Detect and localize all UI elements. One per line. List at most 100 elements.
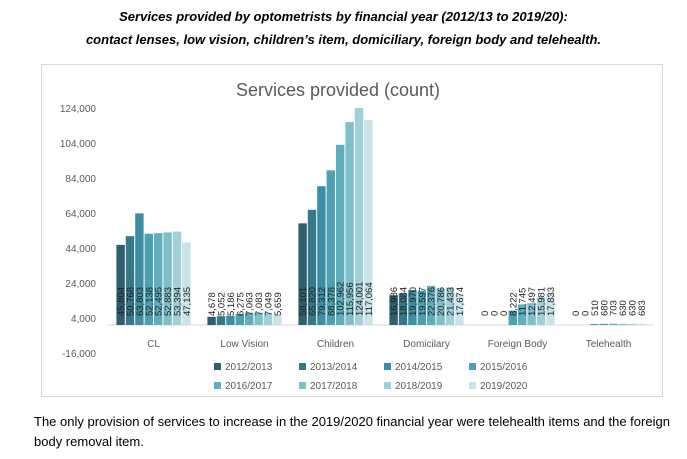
- data-label: 5,186: [226, 292, 237, 316]
- chart-title: Services provided (count): [236, 80, 440, 100]
- bar: [135, 213, 144, 325]
- data-label: 4,678: [207, 292, 218, 316]
- bar: [427, 285, 436, 325]
- data-label: 7,049: [264, 292, 275, 316]
- data-label: 5,659: [273, 292, 284, 316]
- bar: [326, 170, 335, 325]
- data-label: 0: [571, 311, 582, 316]
- bar: [182, 242, 191, 325]
- bar: [216, 316, 226, 325]
- bar: [508, 310, 517, 325]
- category-label: Telehealth: [586, 339, 632, 350]
- data-label: 5,052: [217, 292, 228, 316]
- bar: [455, 294, 464, 325]
- bar: [637, 323, 646, 325]
- bar: [364, 120, 373, 325]
- bar: [245, 312, 254, 325]
- legend-label: 2019/2020: [480, 381, 528, 392]
- data-label: 22,376: [427, 287, 438, 316]
- data-label: 8,222: [508, 292, 519, 316]
- bar: [144, 233, 153, 325]
- bar: [546, 293, 555, 325]
- bar: [345, 122, 354, 325]
- bar: [263, 312, 273, 325]
- data-label: 18,084: [399, 287, 410, 316]
- bar: [254, 312, 263, 325]
- data-label: 21,433: [446, 287, 457, 316]
- data-label: 17,833: [546, 287, 557, 316]
- figure-heading-line-1: Services provided by optometrists by fin…: [119, 9, 568, 24]
- data-label: 115,956: [345, 282, 356, 316]
- data-label: 52,883: [163, 287, 174, 316]
- data-label: 53,394: [173, 287, 184, 316]
- data-label: 102,962: [336, 282, 347, 316]
- bar: [436, 288, 445, 325]
- bar: [417, 290, 426, 325]
- bar: [163, 232, 172, 325]
- bar: [235, 314, 244, 325]
- bar: [207, 316, 216, 325]
- bar: [609, 323, 618, 325]
- y-tick-label: 64,000: [65, 209, 96, 220]
- bar: [336, 144, 345, 325]
- legend-label: 2012/2013: [225, 362, 273, 373]
- y-tick-label: -16,000: [62, 349, 96, 360]
- data-label: 0: [581, 311, 592, 316]
- data-label: 630: [628, 300, 639, 316]
- data-label: 630: [618, 300, 629, 316]
- data-label: 52,495: [154, 287, 165, 316]
- bar: [398, 293, 408, 325]
- data-label: 680: [599, 300, 610, 316]
- category-label: Foreign Body: [488, 339, 547, 350]
- data-label: 58,101: [298, 287, 309, 316]
- y-tick-label: 104,000: [60, 139, 97, 150]
- y-tick-label: 4,000: [71, 314, 96, 325]
- data-label: 19,597: [417, 287, 428, 316]
- legend-label: 2015/2016: [480, 362, 528, 373]
- bar: [154, 233, 163, 325]
- bar: [618, 323, 627, 325]
- data-label: 703: [609, 300, 620, 316]
- data-label: 0: [499, 311, 510, 316]
- bar: [125, 236, 135, 325]
- bar: [307, 209, 317, 325]
- category-label: Children: [317, 339, 354, 350]
- bar: [273, 315, 282, 325]
- data-label: 63,803: [135, 287, 146, 316]
- data-label: 0: [480, 311, 491, 316]
- legend-label: 2013/2014: [310, 362, 358, 373]
- data-label: 12,497: [527, 287, 538, 316]
- bar: [627, 323, 637, 325]
- data-label: 510: [590, 300, 601, 316]
- bar: [408, 290, 417, 325]
- legend-swatch: [299, 382, 306, 389]
- legend-label: 2017/2018: [310, 381, 358, 392]
- data-label: 65,820: [308, 287, 319, 316]
- data-label: 0: [490, 311, 501, 316]
- bar: [445, 287, 455, 325]
- data-label: 11,745: [518, 288, 529, 316]
- legend-label: 2016/2017: [225, 381, 273, 392]
- data-label: 7,063: [245, 292, 256, 316]
- legend-swatch: [299, 363, 306, 370]
- figure-heading-line-2: contact lenses, low vision, children’s i…: [85, 32, 602, 47]
- bar: [536, 297, 546, 325]
- y-tick-label: 44,000: [65, 244, 96, 255]
- category-label: Low Vision: [220, 339, 268, 350]
- data-label: 6,275: [235, 292, 246, 316]
- data-label: 117,064: [364, 282, 375, 316]
- bar: [298, 223, 307, 325]
- data-label: 79,312: [317, 287, 328, 316]
- data-label: 17,674: [455, 287, 466, 316]
- data-label: 7,083: [254, 292, 265, 316]
- legend-swatch: [469, 382, 476, 389]
- legend-label: 2018/2019: [395, 381, 443, 392]
- legend-swatch: [214, 382, 221, 389]
- services-bar-chart: Services provided (count) 124,000 104,000 8…: [60, 80, 654, 392]
- data-label: 45,804: [116, 287, 127, 316]
- bar: [389, 295, 398, 325]
- legend-label: 2014/2015: [395, 362, 443, 373]
- data-label: 15,981: [537, 287, 548, 316]
- legend-swatch: [214, 363, 221, 370]
- category-label: Domicilary: [403, 339, 450, 350]
